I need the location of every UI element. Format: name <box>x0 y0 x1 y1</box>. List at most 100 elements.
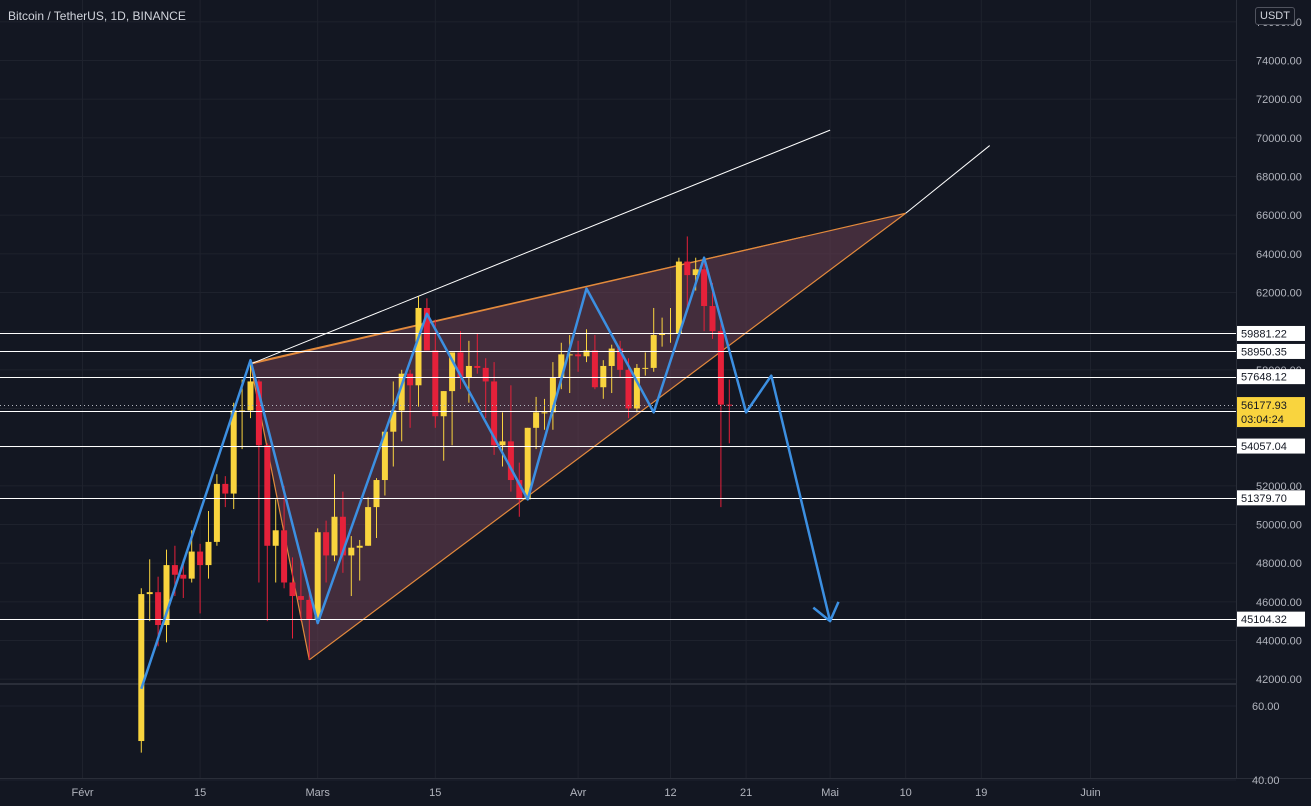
candle[interactable] <box>289 557 296 639</box>
wedge-lower-edge[interactable] <box>308 212 907 661</box>
projected-pattern-path[interactable] <box>140 256 832 690</box>
candle[interactable] <box>583 329 590 363</box>
candle[interactable] <box>163 549 170 643</box>
candle[interactable] <box>474 333 481 374</box>
candle[interactable] <box>239 379 246 450</box>
candle[interactable] <box>549 362 556 430</box>
candle[interactable] <box>633 364 640 413</box>
level-price-tag-label: 59881.22 <box>1241 328 1287 340</box>
candle[interactable] <box>306 590 313 660</box>
level-price-tag-label: 57648.12 <box>1241 372 1287 384</box>
candle[interactable] <box>642 352 649 376</box>
wedge-upper-short-line[interactable] <box>250 235 806 364</box>
level-price-tag-label: 54057.04 <box>1241 441 1287 453</box>
candle[interactable] <box>516 462 523 517</box>
candle-body <box>373 480 380 508</box>
candle[interactable] <box>617 340 624 378</box>
candle-body <box>339 516 346 556</box>
candle-body <box>457 352 464 378</box>
candle[interactable] <box>197 543 204 614</box>
candle[interactable] <box>381 429 388 496</box>
level-price-tag[interactable]: 45104.32 <box>1237 611 1305 627</box>
candle[interactable] <box>390 381 397 467</box>
level-price-tag-box <box>1237 490 1305 506</box>
candle-body <box>188 551 195 579</box>
candle[interactable] <box>331 474 338 562</box>
horizontal-levels <box>0 333 1236 620</box>
time-tick-label: Juin <box>1080 787 1100 799</box>
candle-body <box>726 404 733 406</box>
price-tick-label: 72000.00 <box>1256 94 1302 106</box>
candle-body <box>600 365 607 388</box>
candle[interactable] <box>423 298 430 351</box>
candle-body <box>701 269 708 307</box>
level-price-tag[interactable]: 59881.22 <box>1237 325 1305 341</box>
candle[interactable] <box>608 344 615 394</box>
level-price-tag[interactable]: 51379.70 <box>1237 490 1305 506</box>
candle[interactable] <box>138 588 145 753</box>
candle[interactable] <box>264 443 271 622</box>
candle[interactable] <box>524 427 531 500</box>
candle[interactable] <box>507 385 514 492</box>
candle[interactable] <box>247 364 254 419</box>
candle[interactable] <box>482 358 489 419</box>
candle[interactable] <box>575 340 582 372</box>
candle[interactable] <box>146 559 153 622</box>
candle[interactable] <box>365 497 372 546</box>
time-tick-label: 15 <box>429 787 441 799</box>
rising-wedge-fill[interactable] <box>250 213 906 660</box>
candle[interactable] <box>541 398 548 430</box>
candle[interactable] <box>297 557 304 622</box>
candle[interactable] <box>675 257 682 334</box>
candle[interactable] <box>230 402 237 510</box>
candle-body <box>440 391 447 417</box>
trendline-1[interactable] <box>250 129 831 365</box>
level-price-tag[interactable]: 58950.35 <box>1237 343 1305 359</box>
currency-unit-badge[interactable]: USDT <box>1255 7 1295 25</box>
candle[interactable] <box>373 478 380 539</box>
candle[interactable] <box>281 485 288 589</box>
candle[interactable] <box>348 536 355 597</box>
candle[interactable] <box>449 352 456 446</box>
candle-body <box>633 367 640 409</box>
candle-body <box>390 410 397 432</box>
projected-arrowhead[interactable] <box>812 601 840 623</box>
candle-body <box>230 410 237 494</box>
candle[interactable] <box>323 520 330 583</box>
candle[interactable] <box>591 335 598 390</box>
candle[interactable] <box>222 476 229 508</box>
candle[interactable] <box>339 491 346 573</box>
candle[interactable] <box>684 236 691 312</box>
candle[interactable] <box>457 331 464 390</box>
candle[interactable] <box>701 263 708 332</box>
candle-body <box>608 348 615 366</box>
trendline-2[interactable] <box>905 145 991 214</box>
level-price-tag[interactable]: 57648.12 <box>1237 369 1305 385</box>
candle[interactable] <box>432 319 439 428</box>
candle[interactable] <box>440 391 447 461</box>
candle[interactable] <box>272 499 279 583</box>
candle-body <box>474 365 481 368</box>
candle-body <box>524 427 531 500</box>
candle[interactable] <box>407 369 414 428</box>
price-axis[interactable] <box>1237 0 1311 778</box>
last-price-tag[interactable]: 56177.93 03:04:24 <box>1237 397 1305 428</box>
candle[interactable] <box>314 528 321 622</box>
candle[interactable] <box>600 360 607 399</box>
level-price-tag-box <box>1237 343 1305 359</box>
candle[interactable] <box>499 412 506 467</box>
candle-body <box>255 381 262 446</box>
candle[interactable] <box>356 539 363 581</box>
candle-body <box>625 369 632 409</box>
candle-body <box>617 348 624 370</box>
candle[interactable] <box>717 321 724 508</box>
candle[interactable] <box>659 317 666 347</box>
candle-body <box>381 431 388 481</box>
candle[interactable] <box>255 379 262 583</box>
candle[interactable] <box>205 510 212 579</box>
candle[interactable] <box>213 474 220 546</box>
level-price-tag[interactable]: 54057.04 <box>1237 438 1305 454</box>
candle-body <box>155 592 162 626</box>
